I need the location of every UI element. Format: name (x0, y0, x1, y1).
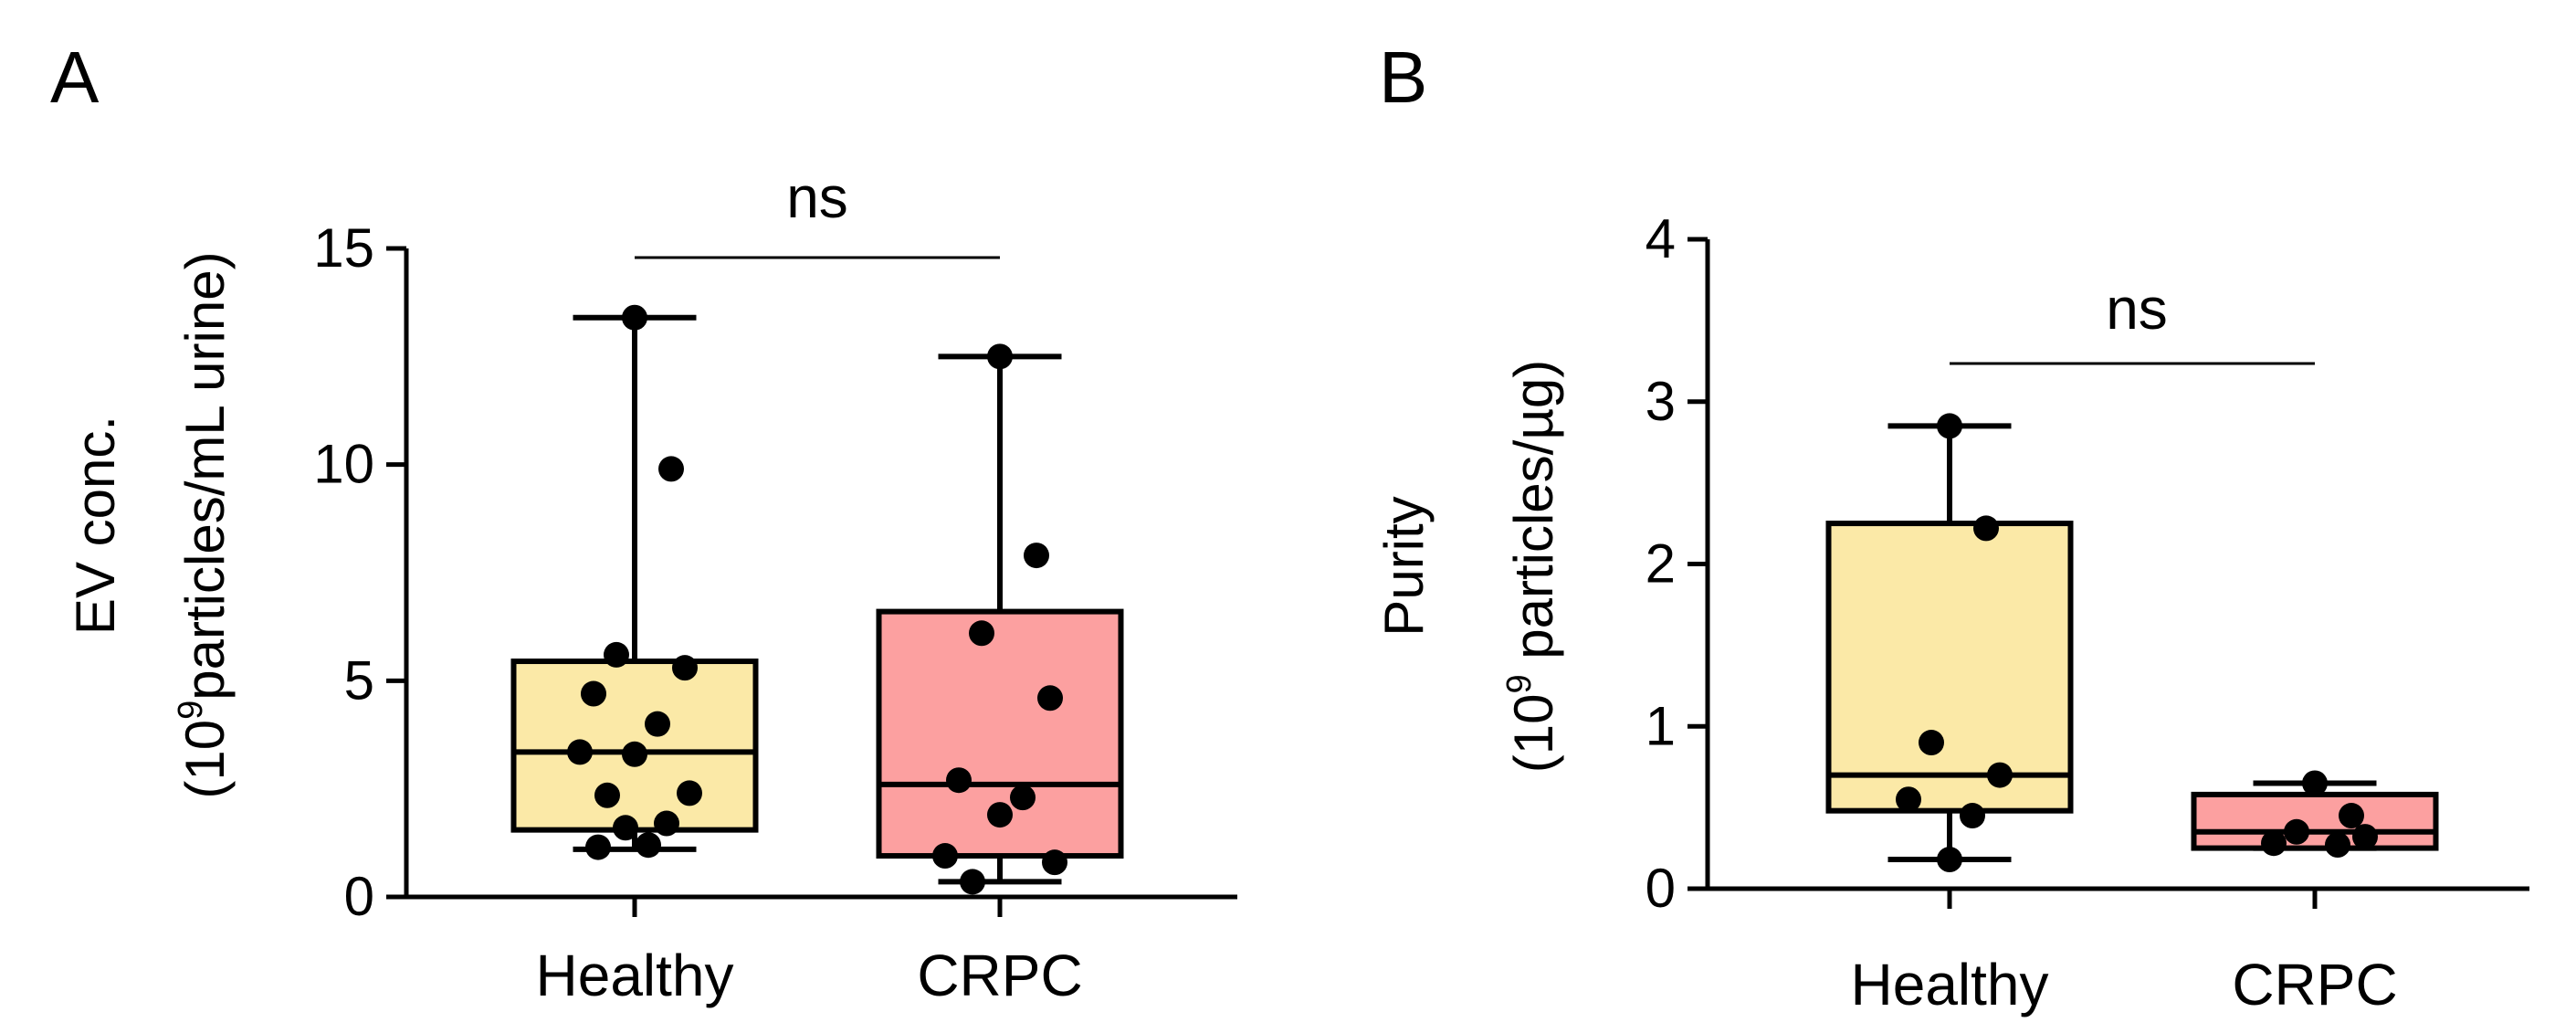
data-point (581, 680, 606, 707)
data-point (654, 810, 679, 837)
data-point (969, 620, 994, 647)
panel-letter-b: B (1379, 37, 1427, 118)
data-point (622, 304, 647, 331)
y-tick-label: 1 (1645, 695, 1676, 756)
data-point (1937, 847, 1962, 873)
y-tick-label: 10 (313, 434, 374, 495)
data-point (932, 843, 958, 870)
y-axis-label-a-line1: EV conc. (65, 416, 126, 635)
y-tick-label: 4 (1645, 208, 1676, 269)
data-point (1042, 849, 1067, 876)
data-point (677, 780, 702, 806)
x-tick-label-healthy: Healthy (536, 943, 734, 1008)
x-tick-label-crpc: CRPC (917, 943, 1082, 1008)
data-point (946, 767, 972, 794)
data-point (2261, 830, 2287, 857)
y-axis-label-a-line2: (109particles/mL urine) (172, 251, 236, 798)
data-point (613, 815, 638, 841)
data-point (1010, 785, 1036, 811)
y-tick-label: 5 (344, 649, 374, 711)
y-tick-label: 0 (1645, 858, 1676, 919)
data-point (1960, 803, 1985, 829)
data-point (1037, 685, 1063, 712)
data-point (636, 832, 661, 859)
data-point (960, 869, 985, 895)
data-point (1973, 515, 1999, 542)
y-axis-label-b-line1: Purity (1373, 496, 1435, 636)
data-point (2352, 824, 2378, 850)
data-point (1987, 762, 2013, 788)
y-axis-label-b-line2: (109 particles/µg) (1500, 360, 1564, 774)
panel-b: B Purity (109 particles/µg) 0 1 2 3 4 Healthy… (1373, 37, 2529, 1017)
panel-a: A EV conc. (109particles/mL urine) 0 5 10 1… (50, 37, 1237, 1008)
significance-label-b: ns (2106, 276, 2168, 342)
data-point (2339, 803, 2364, 829)
data-point (987, 343, 1013, 370)
data-point (1024, 543, 1049, 569)
data-point (658, 456, 684, 482)
data-point (2302, 770, 2328, 796)
significance-label-a: ns (786, 164, 848, 230)
y-tick-label: 15 (313, 217, 374, 279)
data-point (1919, 730, 1944, 756)
y-tick-label: 0 (344, 866, 374, 927)
data-point (2325, 832, 2350, 859)
y-tick-label: 2 (1645, 533, 1676, 595)
data-point (622, 741, 647, 767)
plot-area-b: 0 1 2 3 4 Healthy CRPC (1645, 208, 2529, 1017)
data-point (645, 711, 670, 737)
x-tick-label-healthy: Healthy (1851, 952, 2049, 1017)
data-point (1896, 786, 1921, 813)
data-point (987, 802, 1013, 828)
box-healthy (1825, 521, 2074, 814)
y-tick-label: 3 (1645, 371, 1676, 432)
data-point (672, 655, 698, 681)
x-tick-label-crpc: CRPC (2232, 952, 2397, 1017)
data-point (2284, 818, 2309, 845)
data-point (604, 641, 629, 668)
box-crpc (2191, 791, 2439, 851)
plot-area-a: 0 5 10 15 Healthy CRPC (313, 217, 1237, 1008)
data-point (567, 739, 593, 765)
data-point (594, 782, 620, 808)
data-point (1937, 413, 1962, 439)
panel-letter-a: A (50, 37, 100, 118)
data-point (585, 834, 611, 860)
